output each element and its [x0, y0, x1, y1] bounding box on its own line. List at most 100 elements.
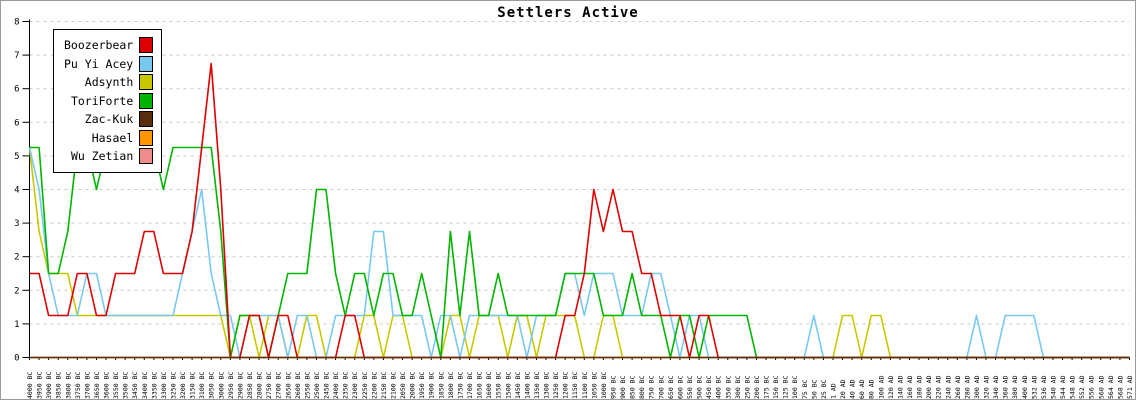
- x-tick-label: 400 BC: [715, 375, 723, 399]
- x-tick-label: 125 BC: [782, 375, 790, 399]
- x-tick-label: 100 AD: [877, 375, 885, 399]
- x-tick-label: 532 AD: [1030, 375, 1038, 399]
- x-tick-label: 75 BC: [801, 379, 809, 399]
- x-tick-label: 340 AD: [992, 375, 1000, 399]
- x-tick-label: 140 AD: [896, 375, 904, 399]
- x-tick-label: 1400 BC: [523, 372, 531, 399]
- x-tick-label: 1600 BC: [485, 372, 493, 399]
- x-tick-label: 600 BC: [676, 375, 684, 399]
- x-tick-label: 150 BC: [772, 375, 780, 399]
- legend-item: Adsynth: [64, 73, 154, 92]
- x-tick-label: 536 AD: [1040, 375, 1048, 399]
- x-tick-label: 1100 BC: [581, 372, 589, 399]
- x-tick-label: 950 BC: [609, 375, 617, 399]
- legend-label: Zac-Kuk: [84, 112, 134, 127]
- legend-item: Pu Yi Acey: [64, 55, 154, 74]
- x-tick-label: 650 BC: [667, 375, 675, 399]
- x-tick-label: 1050 BC: [590, 372, 598, 399]
- x-tick-label: 3950 BC: [36, 372, 44, 399]
- legend-color-swatch: [139, 111, 154, 128]
- x-tick-label: 2700 BC: [275, 372, 283, 399]
- x-tick-label: 3800 BC: [64, 372, 72, 399]
- x-tick-label: 1950 BC: [418, 372, 426, 399]
- series-line-adsynth: [28, 147, 1130, 359]
- x-tick-label: 450 BC: [705, 375, 713, 399]
- x-tick-label: 350 BC: [724, 375, 732, 399]
- legend-color-swatch: [139, 148, 154, 165]
- x-tick-label: 3400 BC: [141, 372, 149, 399]
- x-tick-label: 1150 BC: [571, 372, 579, 399]
- x-tick-label: 544 AD: [1059, 375, 1067, 399]
- x-tick-label: 1200 BC: [562, 372, 570, 399]
- x-tick-label: 800 BC: [638, 375, 646, 399]
- y-tick-label: 7: [14, 51, 19, 61]
- chart-title: Settlers Active: [497, 5, 639, 21]
- x-tick-label: 40 AD: [849, 379, 857, 399]
- x-tick-label: 20 AD: [839, 379, 847, 399]
- x-tick-label: 2550 BC: [303, 372, 311, 399]
- x-tick-label: 1800 BC: [447, 372, 455, 399]
- x-tick-label: 3350 BC: [150, 372, 158, 399]
- x-tick-label: 1500 BC: [504, 372, 512, 399]
- x-tick-label: 1350 BC: [533, 372, 541, 399]
- x-tick-label: 80 AD: [868, 379, 876, 399]
- legend-item: Wu Zetian: [64, 147, 154, 166]
- x-tick-label: 3900 BC: [45, 372, 53, 399]
- legend-color-swatch: [139, 55, 154, 72]
- x-tick-label: 1000 BC: [600, 372, 608, 399]
- x-tick-label: 568 AD: [1116, 375, 1124, 399]
- legend-label: ToriForte: [70, 93, 134, 108]
- legend-color-swatch: [139, 74, 154, 91]
- y-tick-label: 4: [14, 186, 19, 196]
- x-tick-label: 4000 BC: [26, 372, 34, 399]
- x-tick-label: 175 BC: [763, 375, 771, 399]
- y-tick-label: 1: [14, 320, 19, 330]
- x-tick-label: 3300 BC: [160, 372, 168, 399]
- x-tick-label: 2950 BC: [227, 372, 235, 399]
- x-tick-label: 50 BC: [810, 379, 818, 399]
- x-tick-label: 2350 BC: [342, 372, 350, 399]
- y-tick-label: 6: [14, 85, 19, 95]
- x-tick-label: 300 BC: [734, 375, 742, 399]
- x-tick-label: 3700 BC: [83, 372, 91, 399]
- legend-item: ToriForte: [64, 92, 154, 111]
- x-tick-label: 2000 BC: [409, 372, 417, 399]
- x-tick-label: 550 BC: [686, 375, 694, 399]
- x-tick-label: 240 AD: [944, 375, 952, 399]
- y-tick-label: 2: [14, 253, 19, 263]
- y-tick-label: 2: [14, 286, 19, 296]
- x-tick-label: 1450 BC: [514, 372, 522, 399]
- legend-color-swatch: [139, 129, 154, 146]
- x-tick-label: 2250 BC: [361, 372, 369, 399]
- x-tick-label: 1250 BC: [552, 372, 560, 399]
- x-tick-label: 300 AD: [973, 375, 981, 399]
- x-tick-label: 2150 BC: [380, 372, 388, 399]
- legend-color-swatch: [139, 37, 154, 54]
- legend-label: Pu Yi Acey: [64, 56, 134, 71]
- x-tick-label: 180 AD: [916, 375, 924, 399]
- x-tick-label: 548 AD: [1069, 375, 1077, 399]
- x-tick-label: 3100 BC: [198, 372, 206, 399]
- legend-color-swatch: [139, 92, 154, 109]
- x-tick-label: 3450 BC: [131, 372, 139, 399]
- x-tick-label: 3250 BC: [169, 372, 177, 399]
- legend-label: Wu Zetian: [70, 149, 134, 164]
- x-tick-label: 560 AD: [1097, 375, 1105, 399]
- x-tick-label: 1550 BC: [495, 372, 503, 399]
- legend-item: Zac-Kuk: [64, 110, 154, 129]
- x-tick-label: 1650 BC: [476, 372, 484, 399]
- x-tick-label: 220 AD: [935, 375, 943, 399]
- x-tick-label: 380 AD: [1011, 375, 1019, 399]
- x-tick-label: 200 AD: [925, 375, 933, 399]
- x-tick-label: 2050 BC: [399, 372, 407, 399]
- x-tick-label: 260 AD: [954, 375, 962, 399]
- x-tick-label: 850 BC: [629, 375, 637, 399]
- x-tick-label: 1300 BC: [543, 372, 551, 399]
- legend-item: Hasael: [64, 129, 154, 148]
- x-tick-label: 750 BC: [648, 375, 656, 399]
- legend-box: Boozerbear Pu Yi Acey Adsynth ToriForte Zac-…: [53, 29, 163, 173]
- x-tick-label: 60 AD: [858, 379, 866, 399]
- legend-label: Hasael: [91, 130, 134, 145]
